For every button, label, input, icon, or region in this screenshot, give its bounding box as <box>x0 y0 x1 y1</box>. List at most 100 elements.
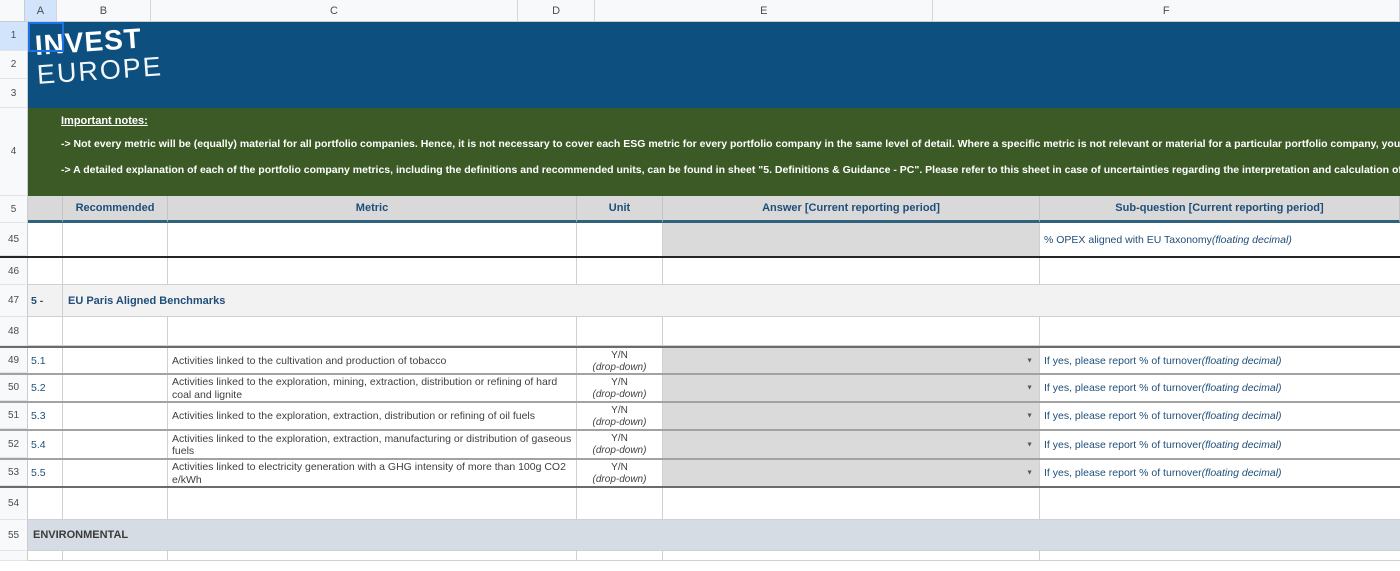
subquestion-cell[interactable]: If yes, please report % of turnover (flo… <box>1040 431 1400 458</box>
cell-e54[interactable] <box>663 488 1040 520</box>
row-number-48[interactable]: 48 <box>0 317 28 346</box>
dropdown-arrow-icon[interactable]: ▼ <box>1026 441 1033 448</box>
cell-f46[interactable] <box>1040 258 1400 285</box>
row-number-46[interactable]: 46 <box>0 258 28 285</box>
subquestion-cell[interactable]: If yes, please report % of turnover (flo… <box>1040 375 1400 401</box>
invest-europe-banner[interactable]: INVEST EUROPE <box>28 22 1400 108</box>
answer-dropdown-cell[interactable]: ▼ <box>663 460 1040 486</box>
column-header-b[interactable]: B <box>56 0 151 22</box>
cell-d45[interactable] <box>577 223 663 256</box>
metric-cell[interactable]: Activities linked to the exploration, ex… <box>168 403 577 429</box>
row-number-4[interactable]: 4 <box>0 108 28 196</box>
column-header-d[interactable]: D <box>517 0 596 22</box>
cell-a54[interactable] <box>28 488 63 520</box>
dropdown-arrow-icon[interactable]: ▼ <box>1026 469 1033 477</box>
header-unit[interactable]: Unit <box>577 196 663 223</box>
row-number-45[interactable]: 45 <box>0 223 28 256</box>
answer-dropdown-cell[interactable]: ▼ <box>663 403 1040 429</box>
unit-cell[interactable]: Y/N (drop-down) <box>577 403 663 429</box>
cell-e48[interactable] <box>663 317 1040 346</box>
unit-cell[interactable]: Y/N (drop-down) <box>577 431 663 458</box>
column-header-e[interactable]: E <box>595 0 934 22</box>
row-number-52[interactable]: 52 <box>0 431 28 458</box>
row-number-51[interactable]: 51 <box>0 403 28 429</box>
cell-b56[interactable] <box>63 551 168 561</box>
select-all-corner[interactable] <box>0 0 26 22</box>
cell-e46[interactable] <box>663 258 1040 285</box>
row-number-49[interactable]: 49 <box>0 348 28 373</box>
metric-code-cell[interactable]: 5.5 <box>28 460 63 486</box>
cell-f56[interactable] <box>1040 551 1400 561</box>
column-header-f[interactable]: F <box>933 0 1400 22</box>
subquestion-cell-45[interactable]: % OPEX aligned with EU Taxonomy (floatin… <box>1040 223 1400 256</box>
metric-cell[interactable]: Activities linked to the exploration, ex… <box>168 431 577 458</box>
cell-c46[interactable] <box>168 258 577 285</box>
answer-dropdown-cell[interactable]: ▼ <box>663 375 1040 401</box>
cell-c48[interactable] <box>168 317 577 346</box>
cell-d56[interactable] <box>577 551 663 561</box>
row-number-5[interactable]: 5 <box>0 196 28 223</box>
row-number-56[interactable] <box>0 551 28 561</box>
row-number-55[interactable]: 55 <box>0 520 28 551</box>
cell-d54[interactable] <box>577 488 663 520</box>
unit-cell[interactable]: Y/N (drop-down) <box>577 348 663 373</box>
metric-code-cell[interactable]: 5.4 <box>28 431 63 458</box>
cell-b46[interactable] <box>63 258 168 285</box>
header-metric[interactable]: Metric <box>168 196 577 223</box>
cell-a46[interactable] <box>28 258 63 285</box>
header-answer[interactable]: Answer [Current reporting period] <box>663 196 1040 223</box>
cell-f54[interactable] <box>1040 488 1400 520</box>
subquestion-cell[interactable]: If yes, please report % of turnover (flo… <box>1040 460 1400 486</box>
row-number-1[interactable]: 1 <box>0 22 28 51</box>
cell-f48[interactable] <box>1040 317 1400 346</box>
cell-e56[interactable] <box>663 551 1040 561</box>
cell-d46[interactable] <box>577 258 663 285</box>
row-number-53[interactable]: 53 <box>0 460 28 486</box>
answer-dropdown-cell[interactable]: ▼ <box>663 431 1040 458</box>
recommended-cell[interactable] <box>63 375 168 401</box>
header-subquestion[interactable]: Sub-question [Current reporting period] <box>1040 196 1400 223</box>
section-title-cell[interactable]: EU Paris Aligned Benchmarks <box>63 285 1400 317</box>
recommended-cell[interactable] <box>63 403 168 429</box>
answer-input-cell-45[interactable] <box>663 223 1040 256</box>
row-number-3[interactable]: 3 <box>0 79 28 109</box>
recommended-cell[interactable] <box>63 431 168 458</box>
unit-cell[interactable]: Y/N (drop-down) <box>577 460 663 486</box>
row-number-54[interactable]: 54 <box>0 488 28 520</box>
header-recommended[interactable]: Recommended <box>63 196 168 223</box>
cell-b54[interactable] <box>63 488 168 520</box>
row-number-2[interactable]: 2 <box>0 50 28 80</box>
dropdown-arrow-icon[interactable]: ▼ <box>1026 357 1033 364</box>
subquestion-cell[interactable]: If yes, please report % of turnover (flo… <box>1040 403 1400 429</box>
answer-dropdown-cell[interactable]: ▼ <box>663 348 1040 373</box>
metric-cell[interactable]: Activities linked to the cultivation and… <box>168 348 577 373</box>
cell-a56[interactable] <box>28 551 63 561</box>
metric-code-cell[interactable]: 5.2 <box>28 375 63 401</box>
cell-a45[interactable] <box>28 223 63 256</box>
subquestion-cell[interactable]: If yes, please report % of turnover (flo… <box>1040 348 1400 373</box>
environmental-section-cell[interactable]: ENVIRONMENTAL <box>28 520 1400 551</box>
row-number-47[interactable]: 47 <box>0 285 28 317</box>
dropdown-arrow-icon[interactable]: ▼ <box>1026 384 1033 392</box>
metric-code-cell[interactable]: 5.1 <box>28 348 63 373</box>
cell-b45[interactable] <box>63 223 168 256</box>
column-header-c[interactable]: C <box>151 0 518 22</box>
cell-c45[interactable] <box>168 223 577 256</box>
recommended-cell[interactable] <box>63 460 168 486</box>
cell-b48[interactable] <box>63 317 168 346</box>
metric-cell[interactable]: Activities linked to the exploration, mi… <box>168 375 577 401</box>
cell-c54[interactable] <box>168 488 577 520</box>
section-code-cell[interactable]: 5 - <box>28 285 63 317</box>
important-notes-banner[interactable]: Important notes: -> Not every metric wil… <box>28 108 1400 196</box>
dropdown-arrow-icon[interactable]: ▼ <box>1026 412 1033 420</box>
header-cell-a[interactable] <box>28 196 63 223</box>
metric-cell[interactable]: Activities linked to electricity generat… <box>168 460 577 486</box>
metric-code-cell[interactable]: 5.3 <box>28 403 63 429</box>
cell-a48[interactable] <box>28 317 63 346</box>
recommended-cell[interactable] <box>63 348 168 373</box>
cell-d48[interactable] <box>577 317 663 346</box>
row-number-50[interactable]: 50 <box>0 375 28 401</box>
cell-c56[interactable] <box>168 551 577 561</box>
column-header-a[interactable]: A <box>25 0 57 22</box>
unit-cell[interactable]: Y/N (drop-down) <box>577 375 663 401</box>
